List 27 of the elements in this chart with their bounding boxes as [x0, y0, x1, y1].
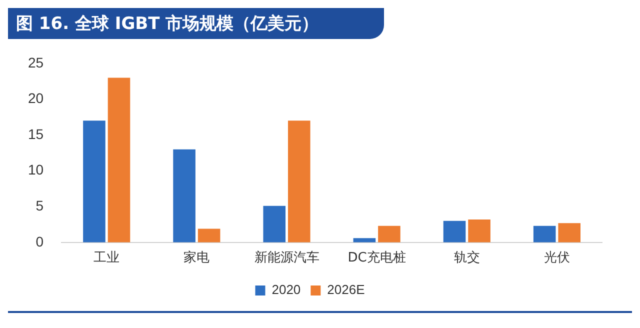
bar — [173, 149, 196, 242]
y-tick-label: 15 — [28, 126, 44, 142]
x-tick-label: 家电 — [184, 250, 210, 266]
bar — [198, 228, 220, 242]
y-tick-label: 20 — [28, 90, 44, 106]
bar — [468, 219, 490, 242]
y-tick-label: 10 — [28, 162, 44, 178]
x-tick-label: DC充电桩 — [348, 250, 406, 266]
legend-label: 2020 — [272, 282, 301, 298]
bar — [263, 206, 286, 242]
y-tick-label: 0 — [36, 233, 44, 250]
x-tick-label: 轨交 — [454, 250, 480, 266]
bar — [558, 223, 580, 242]
bar — [108, 78, 130, 242]
chart-title: 图 16. 全球 IGBT 市场规模（亿美元） — [8, 8, 384, 39]
bar — [288, 120, 310, 242]
x-tick-label: 新能源汽车 — [254, 250, 320, 266]
bar — [443, 220, 466, 242]
y-tick-label: 5 — [36, 197, 44, 214]
bar — [83, 120, 106, 242]
x-tick-label: 光伏 — [544, 250, 570, 266]
x-tick-label: 工业 — [94, 250, 120, 266]
y-tick-label: 25 — [28, 54, 44, 70]
bar — [378, 226, 400, 242]
bar — [353, 238, 376, 242]
legend-label: 2026E — [327, 282, 366, 298]
bar — [533, 226, 556, 242]
